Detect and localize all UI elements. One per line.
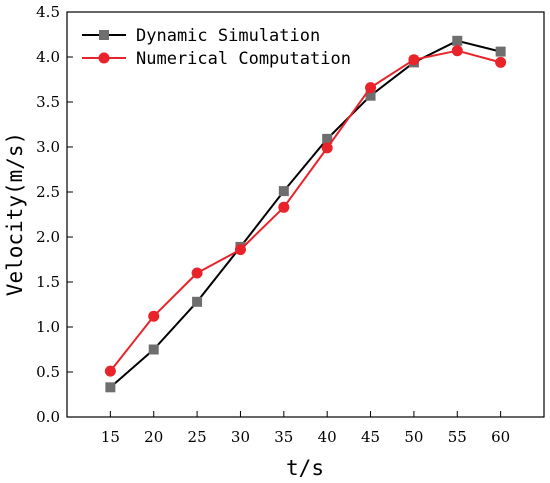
- x-tick-label: 60: [491, 428, 510, 446]
- data-point-numerical-computation: [191, 267, 203, 279]
- data-point-dynamic-simulation: [278, 186, 289, 197]
- x-tick-label: 55: [448, 428, 467, 446]
- legend-item-numerical-computation: Numerical Computation: [82, 49, 351, 69]
- y-tick-label: 4.0: [36, 48, 60, 66]
- x-tick-label: 25: [188, 428, 207, 446]
- series-line-numerical-computation: [109, 49, 501, 372]
- y-tick-label: 3.0: [36, 138, 60, 156]
- data-point-dynamic-simulation: [365, 90, 376, 101]
- x-axis: 15 20 25 30 35 40 45 50 55 60: [101, 411, 510, 446]
- data-point-dynamic-simulation: [192, 296, 203, 307]
- y-tick-label: 4.5: [36, 3, 60, 21]
- x-tick-label: 30: [231, 428, 250, 446]
- data-point-numerical-computation: [321, 142, 333, 154]
- y-axis-title: Velocity(m/s): [3, 132, 27, 296]
- x-tick-label: 50: [404, 428, 423, 446]
- data-point-dynamic-simulation: [495, 46, 506, 57]
- y-tick-label: 1.5: [36, 273, 60, 291]
- y-tick-label: 0.0: [36, 408, 60, 426]
- series-line-dynamic-simulation: [109, 39, 501, 389]
- legend-marker-circle-icon: [98, 52, 110, 64]
- x-tick-label: 20: [144, 428, 163, 446]
- y-tick-label: 1.0: [36, 318, 60, 336]
- x-tick-label: 15: [101, 428, 120, 446]
- y-tick-label: 2.0: [36, 228, 60, 246]
- y-tick-label: 2.5: [36, 183, 60, 201]
- legend-item-dynamic-simulation: Dynamic Simulation: [82, 26, 320, 46]
- data-point-dynamic-simulation: [105, 382, 116, 393]
- data-point-numerical-computation: [408, 54, 420, 66]
- legend-marker-square-icon: [99, 30, 109, 40]
- x-tick-label: 35: [274, 428, 293, 446]
- data-point-numerical-computation: [234, 244, 246, 256]
- legend-label-dynamic-simulation: Dynamic Simulation: [136, 26, 320, 46]
- data-point-dynamic-simulation: [322, 133, 333, 144]
- data-point-dynamic-simulation: [148, 344, 159, 355]
- y-tick-label: 0.5: [36, 363, 60, 381]
- data-point-dynamic-simulation: [452, 35, 463, 46]
- data-point-numerical-computation: [104, 365, 116, 377]
- series-numerical-computation: [104, 45, 507, 377]
- data-point-numerical-computation: [278, 201, 290, 213]
- x-axis-title: t/s: [286, 456, 324, 480]
- series-layer: [104, 35, 507, 393]
- x-tick-label: 40: [318, 428, 337, 446]
- data-point-numerical-computation: [148, 310, 160, 322]
- plot-area: [66, 11, 545, 418]
- legend-label-numerical-computation: Numerical Computation: [136, 49, 351, 69]
- data-point-numerical-computation: [495, 56, 507, 68]
- y-axis: 0.0 0.5 1.0 1.5 2.0 2.5 3.0 3.5 4.0 4.5: [36, 3, 73, 426]
- data-point-numerical-computation: [365, 82, 377, 94]
- data-point-numerical-computation: [451, 45, 463, 57]
- legend: Dynamic Simulation Numerical Computation: [82, 26, 351, 69]
- y-tick-label: 3.5: [36, 93, 60, 111]
- x-tick-label: 45: [361, 428, 380, 446]
